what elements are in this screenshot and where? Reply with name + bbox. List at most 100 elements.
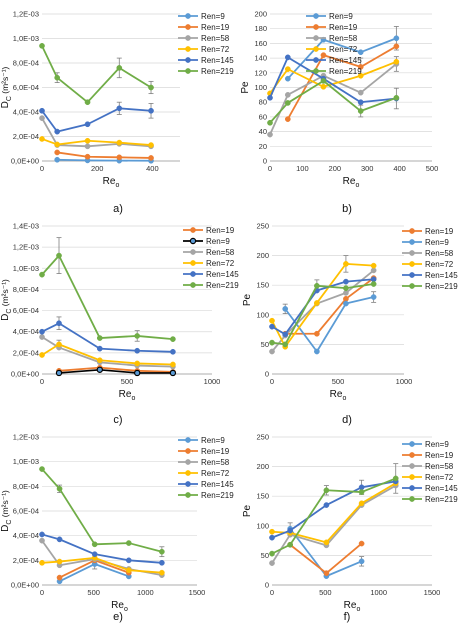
legend-label: Ren=72 <box>425 260 454 269</box>
legend-marker <box>189 237 197 245</box>
legend: Ren=9 Ren=19 Ren=58 Ren=72 Ren=145 Ren=219 <box>178 12 234 76</box>
y-tick-label: 0 <box>265 581 269 590</box>
legend-label: Ren=19 <box>201 447 230 456</box>
legend-label: Ren=9 <box>201 12 225 21</box>
x-axis-label: Reo <box>111 600 128 613</box>
data-point <box>56 341 62 348</box>
series-line <box>58 368 173 374</box>
legend: Ren=9 Ren=19 Ren=58 Ren=72 Ren=145 Ren=219 <box>306 12 362 76</box>
data-point <box>320 52 327 59</box>
x-tick-label: 100 <box>296 164 309 173</box>
panel-label: a) <box>113 203 123 215</box>
data-point <box>159 569 165 576</box>
data-point <box>56 536 63 543</box>
x-tick-label: 1000 <box>396 377 413 386</box>
data-point <box>343 300 349 307</box>
x-tick-label: 500 <box>87 588 100 597</box>
data-point <box>284 92 291 98</box>
x-tick-label: 400 <box>146 164 159 173</box>
data-point <box>148 84 154 91</box>
legend-marker <box>313 46 319 52</box>
data-point <box>358 500 365 507</box>
y-tick-label: 1,4E-03 <box>13 222 39 231</box>
legend-marker <box>190 227 196 233</box>
legend-marker <box>313 13 319 19</box>
data-point <box>357 99 364 106</box>
legend-label: Ren=58 <box>425 249 454 258</box>
legend-label: Ren=9 <box>329 12 353 21</box>
data-point <box>96 345 103 352</box>
data-point <box>370 281 377 287</box>
data-point <box>91 551 98 558</box>
chart-panel-c: 0,0E+00 2,0E-04 4,0E-04 6,0E-04 8,0E-04 1,0E-… <box>0 222 239 427</box>
legend-label: Ren=145 <box>329 56 362 65</box>
data-point <box>357 49 364 56</box>
x-axis-label: Reo <box>343 176 360 189</box>
data-point <box>358 558 365 565</box>
legend-marker <box>185 24 191 30</box>
y-axis-label: DC (m²s⁻¹) <box>0 66 13 108</box>
y-axis-label: Pe <box>240 81 251 94</box>
legend-marker <box>409 250 415 256</box>
y-tick-label: 2,0E-04 <box>13 348 39 357</box>
legend-marker <box>185 35 191 41</box>
data-point <box>267 131 273 138</box>
data-point <box>39 334 45 340</box>
data-point <box>125 540 132 546</box>
y-tick-label: 100 <box>256 521 269 530</box>
y-tick-label: 140 <box>254 54 267 63</box>
data-point <box>96 357 103 364</box>
series-line <box>41 540 163 577</box>
legend: Ren=19 Ren=9 Ren=58 Ren=72 Ren=145 Ren=219 <box>402 227 458 291</box>
y-tick-label: 4,0E-04 <box>13 531 39 540</box>
y-tick-label: 0,0E+00 <box>11 581 39 590</box>
data-point <box>370 294 377 300</box>
data-point <box>39 271 45 278</box>
data-point <box>56 320 62 327</box>
legend-label: Ren=58 <box>329 34 358 43</box>
data-point <box>282 341 289 348</box>
data-point <box>357 64 364 70</box>
data-point <box>314 330 320 337</box>
x-tick-label: 1000 <box>204 377 221 386</box>
y-tick-label: 4,0E-04 <box>13 327 39 336</box>
y-tick-label: 50 <box>261 340 269 349</box>
y-tick-label: 150 <box>256 281 269 290</box>
legend-marker <box>409 239 415 245</box>
x-tick-label: 1000 <box>137 588 154 597</box>
data-point <box>269 528 275 535</box>
legend-label: Ren=72 <box>206 259 235 268</box>
legend-marker <box>313 24 319 30</box>
data-point <box>96 335 103 341</box>
legend-label: Ren=219 <box>329 67 362 76</box>
y-tick-label: 200 <box>256 251 269 260</box>
series-line <box>57 158 152 162</box>
y-axis-label: DC (m²s⁻¹) <box>0 279 13 321</box>
legend-marker <box>185 470 191 476</box>
y-tick-label: 0,0E+00 <box>11 370 39 379</box>
y-tick-label: 100 <box>256 310 269 319</box>
legend-label: Ren=58 <box>201 34 230 43</box>
data-point <box>134 333 141 339</box>
y-axis-label: Pe <box>242 504 253 517</box>
x-tick-label: 0 <box>270 588 274 597</box>
data-point <box>393 35 400 42</box>
data-point <box>320 78 327 84</box>
data-point <box>54 141 61 148</box>
y-tick-label: 0,0E+00 <box>11 157 39 166</box>
data-point <box>56 558 63 565</box>
legend-marker <box>313 68 319 74</box>
data-point <box>287 527 293 534</box>
legend-marker <box>409 474 415 480</box>
data-point <box>269 560 275 566</box>
y-tick-label: 1,2E-03 <box>13 243 39 252</box>
data-point <box>39 559 45 566</box>
legend-marker <box>409 261 415 267</box>
data-point <box>284 116 291 122</box>
x-tick-label: 300 <box>361 164 374 173</box>
data-point <box>343 285 349 292</box>
data-point <box>269 339 275 346</box>
y-tick-label: 60 <box>259 112 267 121</box>
